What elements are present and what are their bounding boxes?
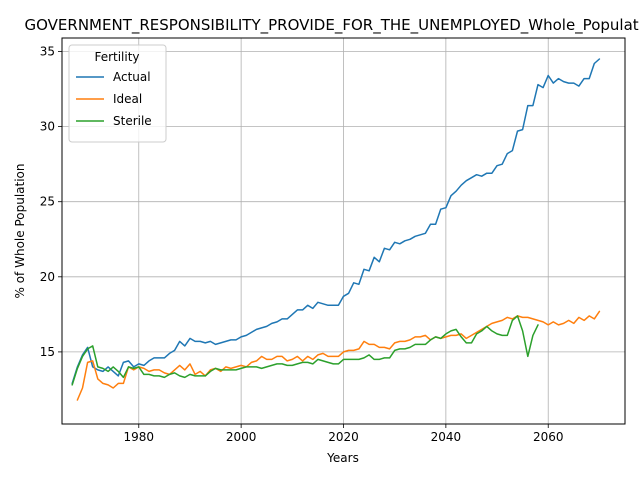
series-line-actual — [71, 58, 601, 385]
y-tick-label: 35 — [40, 45, 55, 59]
x-tick-label: 2000 — [226, 430, 257, 444]
x-tick-label: 2020 — [328, 430, 359, 444]
y-axis-label: % of Whole Population — [13, 164, 27, 299]
x-axis-label: Years — [326, 451, 359, 465]
x-tick-label: 1980 — [123, 430, 154, 444]
chart-title: GOVERNMENT_RESPONSIBILITY_PROVIDE_FOR_TH… — [25, 16, 640, 35]
y-tick-label: 20 — [40, 270, 55, 284]
axis-ticks: 1980 2000 2020 2040 2060 15 20 25 30 35 — [40, 45, 564, 444]
legend-entries: Actual Ideal Sterile — [76, 70, 152, 128]
series-line-sterile — [71, 315, 539, 386]
series-line-ideal — [76, 310, 601, 401]
x-tick-label: 2040 — [431, 430, 462, 444]
legend-label-ideal: Ideal — [113, 92, 142, 106]
legend: Fertility Actual Ideal Sterile — [68, 44, 167, 143]
x-tick-label: 2060 — [533, 430, 564, 444]
plot-lines — [71, 58, 601, 401]
legend-title: Fertility — [94, 50, 139, 64]
y-tick-label: 25 — [40, 195, 55, 209]
legend-label-actual: Actual — [113, 70, 151, 84]
legend-box — [68, 44, 167, 143]
y-tick-label: 30 — [40, 120, 55, 134]
legend-label-sterile: Sterile — [113, 114, 152, 128]
y-tick-label: 15 — [40, 345, 55, 359]
